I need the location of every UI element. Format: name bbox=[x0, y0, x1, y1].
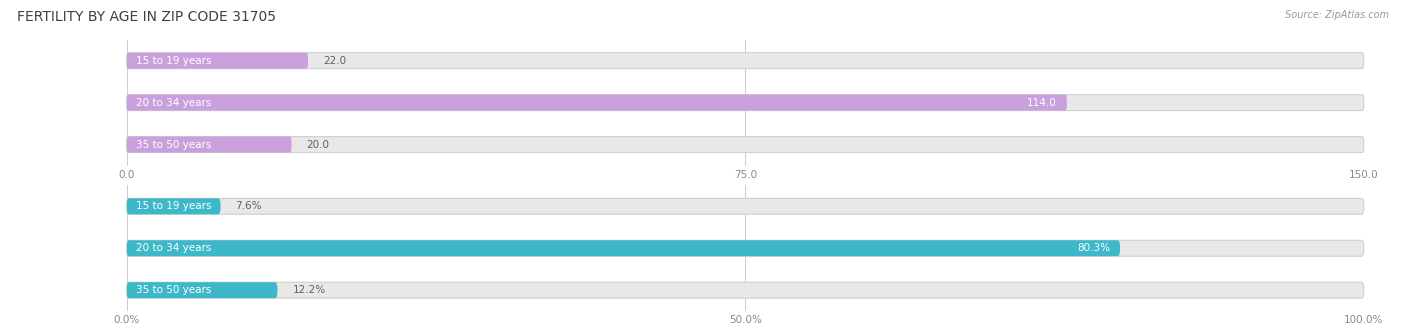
Text: Source: ZipAtlas.com: Source: ZipAtlas.com bbox=[1285, 10, 1389, 20]
Text: 20 to 34 years: 20 to 34 years bbox=[136, 98, 212, 108]
FancyBboxPatch shape bbox=[127, 198, 1364, 214]
Text: 12.2%: 12.2% bbox=[292, 285, 325, 295]
Text: 22.0: 22.0 bbox=[323, 56, 346, 66]
Text: 80.3%: 80.3% bbox=[1077, 243, 1111, 253]
Text: FERTILITY BY AGE IN ZIP CODE 31705: FERTILITY BY AGE IN ZIP CODE 31705 bbox=[17, 10, 276, 24]
FancyBboxPatch shape bbox=[127, 282, 277, 298]
Text: 7.6%: 7.6% bbox=[235, 201, 262, 211]
FancyBboxPatch shape bbox=[127, 137, 291, 153]
FancyBboxPatch shape bbox=[127, 240, 1121, 256]
FancyBboxPatch shape bbox=[127, 240, 1364, 256]
FancyBboxPatch shape bbox=[127, 95, 1364, 111]
FancyBboxPatch shape bbox=[127, 198, 221, 214]
Text: 15 to 19 years: 15 to 19 years bbox=[136, 56, 212, 66]
FancyBboxPatch shape bbox=[127, 282, 1364, 298]
FancyBboxPatch shape bbox=[127, 53, 1364, 69]
FancyBboxPatch shape bbox=[127, 95, 1067, 111]
Text: 35 to 50 years: 35 to 50 years bbox=[136, 140, 212, 150]
FancyBboxPatch shape bbox=[127, 137, 1364, 153]
FancyBboxPatch shape bbox=[127, 53, 308, 69]
Text: 15 to 19 years: 15 to 19 years bbox=[136, 201, 212, 211]
Text: 20.0: 20.0 bbox=[307, 140, 329, 150]
Text: 35 to 50 years: 35 to 50 years bbox=[136, 285, 212, 295]
Text: 20 to 34 years: 20 to 34 years bbox=[136, 243, 212, 253]
Text: 114.0: 114.0 bbox=[1028, 98, 1057, 108]
